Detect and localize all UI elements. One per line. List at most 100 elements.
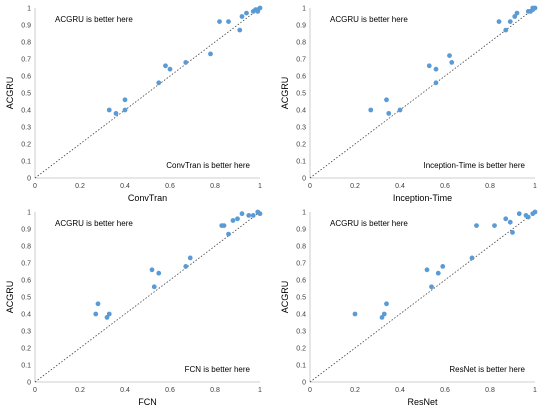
- panel-inception-time: 0 0.2 0.4 0.6 0.8 1 0 0.1 0.2 0.3 0.4 0.5 0.6 0.7 0.8 0…: [275, 0, 550, 204]
- y-tick-label: 0.2: [296, 142, 306, 149]
- x-tick-label: 0.6: [440, 387, 450, 394]
- y-tick-label: 0: [302, 176, 306, 183]
- data-point: [514, 10, 520, 16]
- data-point: [163, 63, 168, 69]
- y-tick-label: 0.7: [296, 261, 306, 268]
- x-tick-label: 0: [33, 387, 37, 394]
- diagonal-reference-line: [34, 211, 261, 383]
- data-point: [510, 230, 515, 235]
- x-tick-label: 0: [33, 183, 37, 190]
- x-axis-title: FCN: [138, 397, 157, 407]
- data-point: [221, 223, 227, 228]
- annotation-bottom-right: Inception-Time is better here: [423, 161, 525, 170]
- data-point: [384, 301, 389, 307]
- data-point: [226, 231, 231, 237]
- data-point: [492, 223, 497, 228]
- data-point: [104, 315, 110, 320]
- y-axis-title: ACGRU: [280, 281, 290, 314]
- data-point: [122, 97, 128, 103]
- x-tick-label: 0.4: [120, 183, 130, 190]
- x-tick-label: 0.2: [350, 387, 360, 394]
- y-tick-label: 1: [27, 210, 31, 217]
- x-tick-label: 1: [258, 387, 262, 394]
- data-point: [237, 27, 243, 33]
- y-tick-label: 0.9: [21, 23, 31, 30]
- annotation-top-left: ACGRU is better here: [55, 15, 133, 24]
- data-point: [106, 311, 112, 317]
- data-point: [525, 214, 531, 220]
- data-point: [532, 209, 538, 215]
- y-axis-title: ACGRU: [280, 77, 290, 110]
- y-tick-label: 0.4: [21, 108, 31, 115]
- data-point: [397, 107, 403, 113]
- data-point: [352, 311, 358, 317]
- data-point: [447, 53, 452, 58]
- data-point: [386, 111, 392, 116]
- data-point: [507, 19, 513, 24]
- data-point: [244, 10, 249, 16]
- y-tick-label: 0.4: [296, 312, 306, 319]
- data-point: [512, 14, 518, 19]
- data-point: [379, 315, 385, 320]
- x-tick-label: 0.2: [350, 183, 360, 190]
- y-tick-label: 0.3: [296, 329, 306, 336]
- x-tick-label: 1: [258, 183, 262, 190]
- data-point: [424, 267, 430, 273]
- y-tick-label: 0.1: [296, 159, 306, 166]
- data-point: [426, 63, 432, 69]
- data-point: [257, 5, 263, 11]
- data-point: [449, 60, 455, 65]
- x-axis-title: ConvTran: [128, 193, 167, 203]
- y-tick-label: 0.6: [21, 74, 31, 81]
- y-tick-label: 0.9: [296, 227, 306, 234]
- data-point: [433, 66, 439, 72]
- x-tick-label: 0.6: [440, 183, 450, 190]
- y-tick-label: 0.9: [296, 23, 306, 30]
- x-tick-label: 0.8: [210, 183, 220, 190]
- data-point: [235, 216, 240, 222]
- y-tick-label: 0.6: [296, 74, 306, 81]
- y-tick-label: 0.7: [296, 57, 306, 64]
- data-point: [156, 80, 162, 86]
- data-point: [239, 14, 245, 19]
- data-point: [113, 111, 119, 116]
- data-point: [239, 211, 245, 217]
- scatter-plot-inception-time: 0 0.2 0.4 0.6 0.8 1 0 0.1 0.2 0.3 0.4 0.5 0.6 0.7 0.8 0…: [280, 6, 538, 203]
- y-tick-label: 0.4: [296, 108, 306, 115]
- y-tick-label: 0.5: [21, 295, 31, 302]
- data-point: [156, 270, 162, 276]
- data-point: [246, 213, 252, 218]
- y-tick-label: 0.2: [296, 346, 306, 353]
- diagonal-reference-line: [309, 7, 536, 179]
- data-point: [435, 270, 441, 276]
- annotation-bottom-right: ConvTran is better here: [166, 161, 250, 170]
- data-point: [503, 216, 509, 222]
- y-tick-label: 0.3: [296, 125, 306, 132]
- data-point: [507, 219, 513, 225]
- annotation-top-left: ACGRU is better here: [330, 219, 408, 228]
- data-point: [368, 107, 374, 113]
- y-tick-label: 0: [302, 380, 306, 387]
- data-point: [250, 213, 256, 218]
- x-axis-title: Inception-Time: [393, 193, 452, 203]
- data-point: [183, 264, 189, 269]
- y-tick-label: 0.8: [296, 40, 306, 47]
- data-point: [187, 255, 193, 261]
- y-axis-title: ACGRU: [5, 281, 15, 314]
- y-tick-label: 0.6: [21, 278, 31, 285]
- x-tick-label: 0: [308, 183, 312, 190]
- x-tick-label: 0.2: [75, 183, 85, 190]
- data-point: [384, 97, 389, 103]
- data-point: [469, 255, 475, 261]
- x-tick-label: 0.6: [165, 387, 175, 394]
- data-point: [257, 211, 263, 217]
- data-point: [183, 60, 189, 65]
- y-tick-label: 1: [27, 6, 31, 13]
- panel-resnet: 0 0.2 0.4 0.6 0.8 1 0 0.1 0.2 0.3 0.4 0.5 0.6 0.7 0.8 0…: [275, 204, 550, 408]
- scatter-plot-convtran: 0 0.2 0.4 0.6 0.8 1 0 0.1 0.2 0.3 0.4 0.5 0.6 0.7 0.8 0…: [5, 5, 263, 203]
- x-tick-label: 0.8: [210, 387, 220, 394]
- y-tick-label: 0.7: [21, 57, 31, 64]
- y-tick-label: 0: [27, 176, 31, 183]
- data-point: [167, 66, 173, 72]
- y-tick-label: 1: [302, 210, 306, 217]
